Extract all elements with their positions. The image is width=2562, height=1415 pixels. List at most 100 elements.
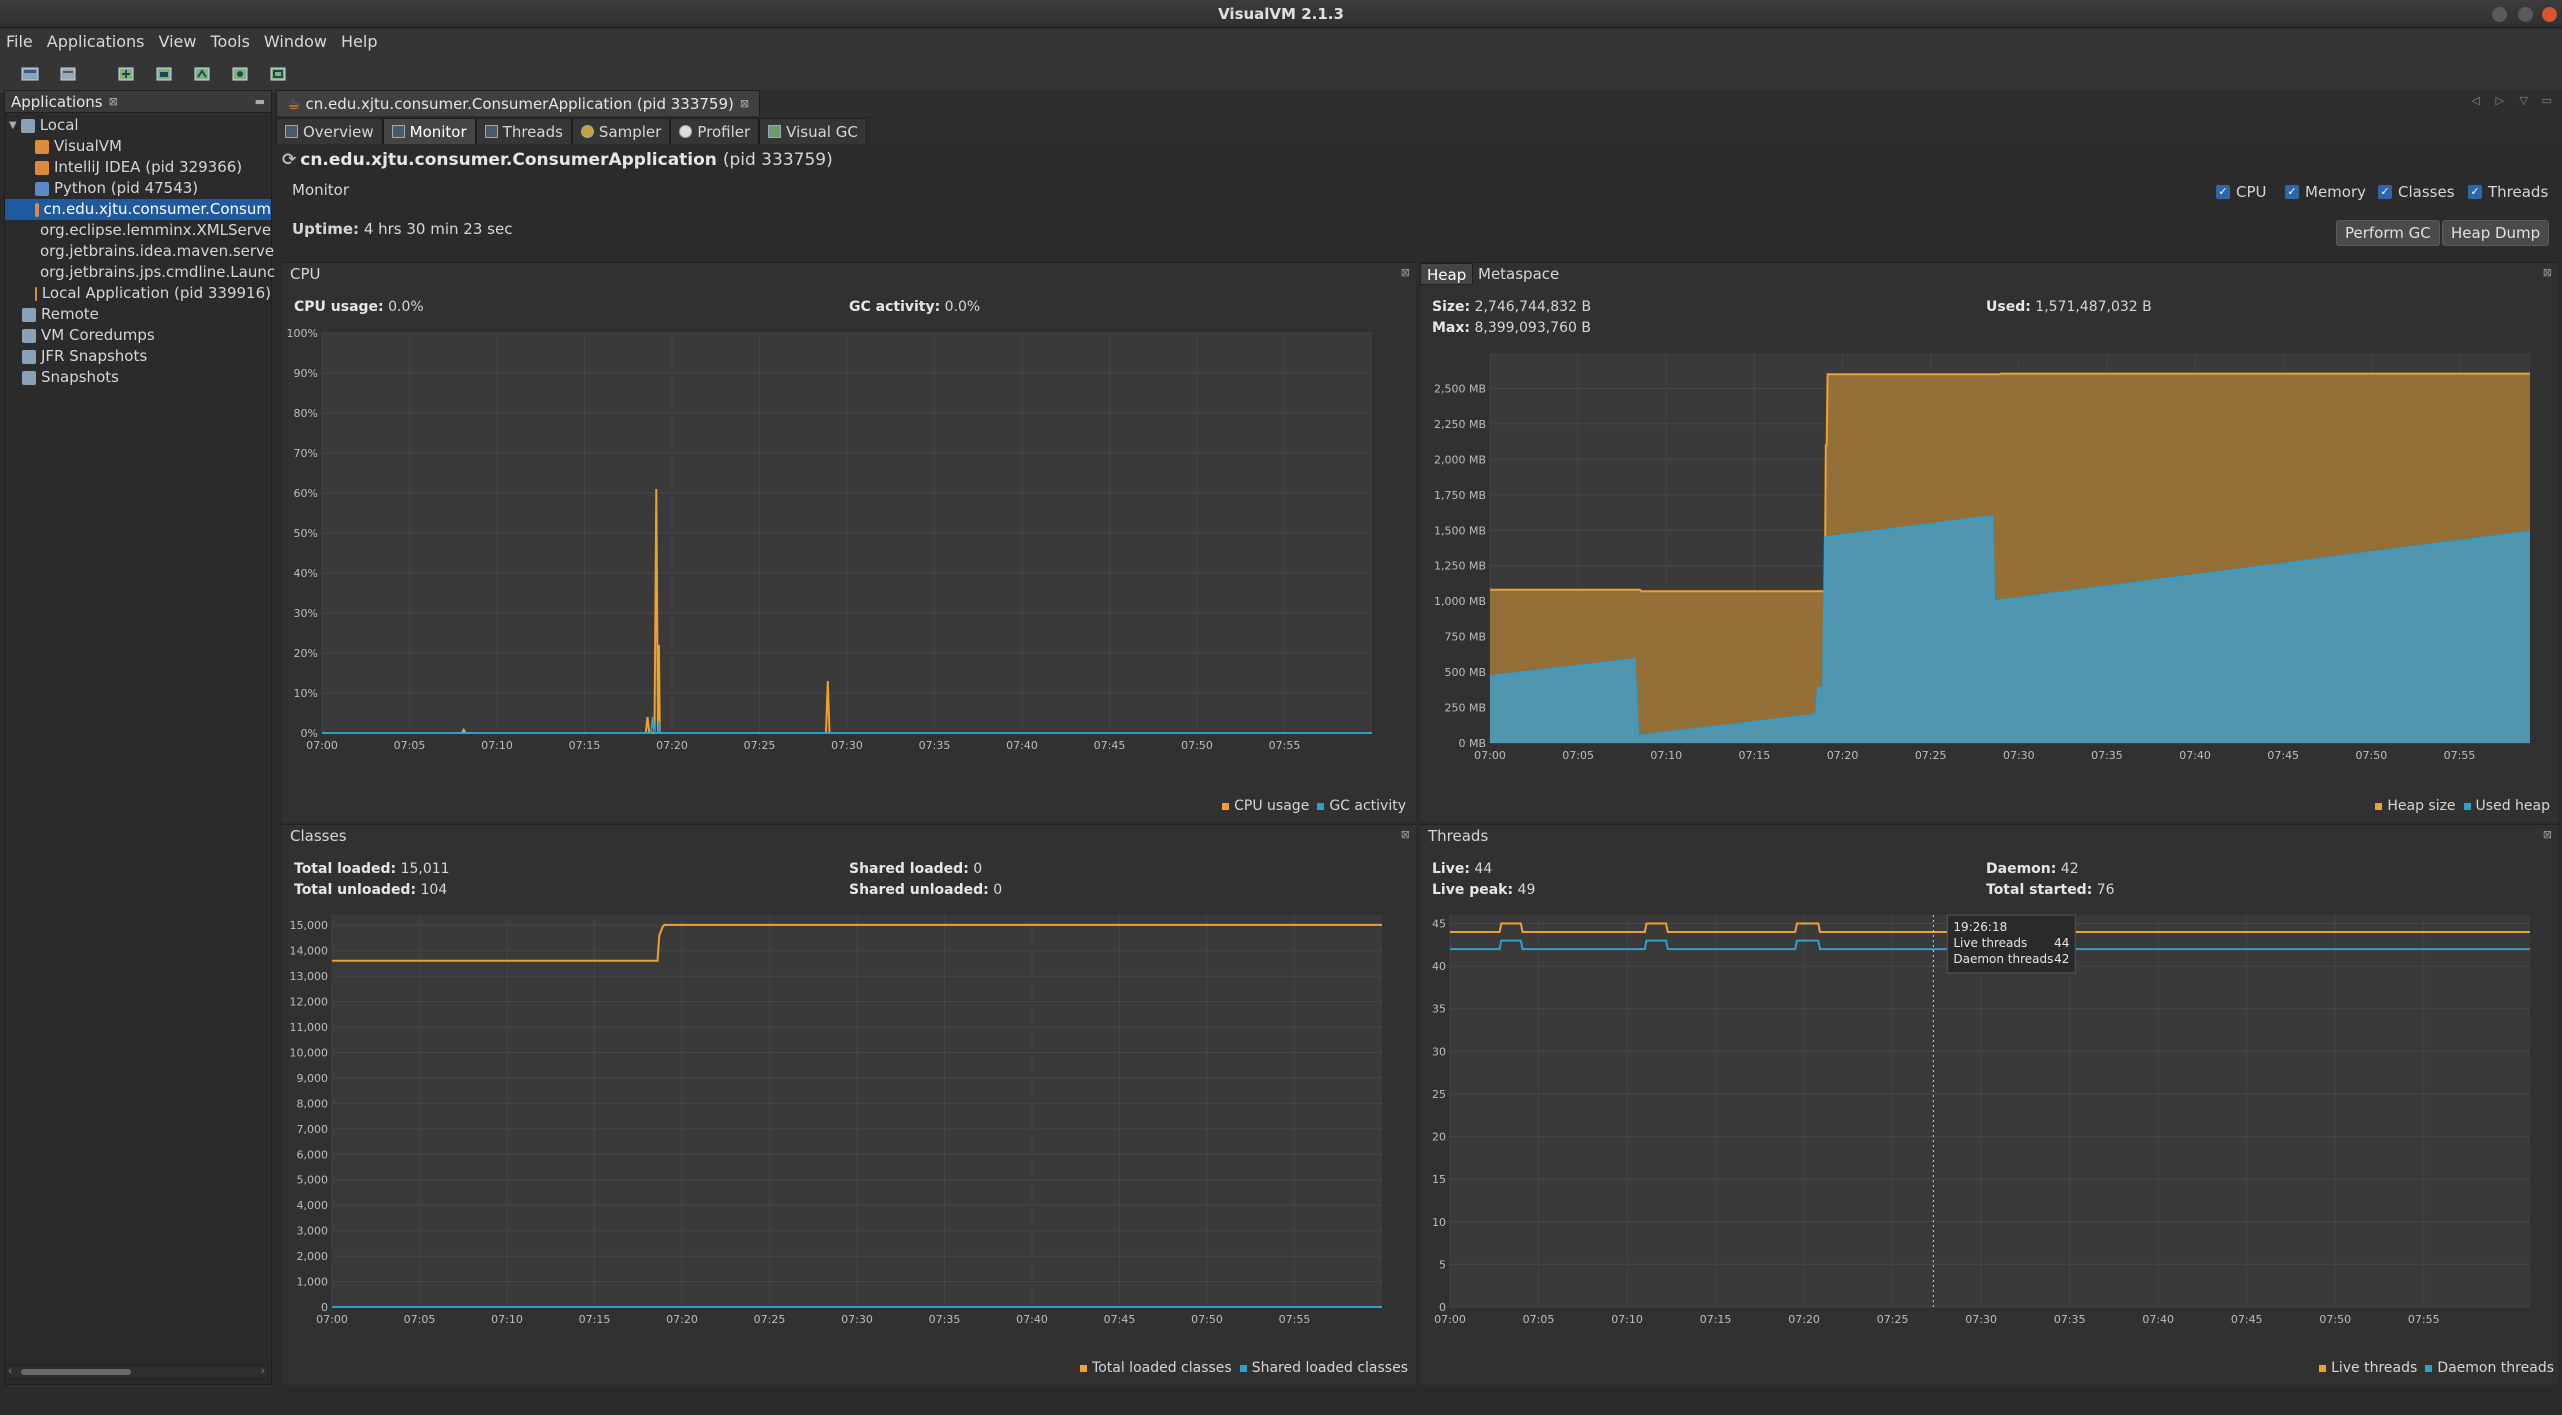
- perform-gc-button[interactable]: Perform GC: [2336, 220, 2440, 246]
- close-panel-icon[interactable]: ⊠: [1400, 828, 1410, 841]
- x-tick-label: 07:20: [1788, 1313, 1820, 1326]
- tooltip-box: [1946, 914, 2076, 974]
- menu-window[interactable]: Window: [263, 31, 327, 51]
- y-tick-label: 1,000 MB: [1434, 595, 1486, 608]
- close-panel-icon[interactable]: ⊠: [2542, 266, 2552, 279]
- series-line: [1490, 372, 2530, 593]
- tree-item[interactable]: cn.edu.xjtu.consumer.Consum: [5, 199, 271, 220]
- tree-item-label: cn.edu.xjtu.consumer.Consum: [43, 200, 272, 218]
- tree-item-label: org.jetbrains.jps.cmdline.Launc: [40, 263, 276, 281]
- thread-dump-icon[interactable]: [114, 63, 138, 85]
- stat-label: CPU usage:: [294, 299, 384, 315]
- tree-item[interactable]: ▼ Local: [5, 115, 271, 136]
- tree-item[interactable]: IntelliJ IDEA (pid 329366): [5, 157, 271, 178]
- tab-profiler[interactable]: Profiler: [670, 118, 760, 144]
- memory-checkbox[interactable]: ✓ Memory: [2285, 183, 2366, 201]
- checkbox-label: Classes: [2398, 183, 2455, 201]
- expand-icon[interactable]: ▼: [9, 120, 17, 131]
- y-tick-label: 3,000: [297, 1225, 329, 1238]
- x-tick-label: 07:15: [1739, 749, 1771, 762]
- stat-value: 0.0%: [944, 299, 981, 315]
- close-icon[interactable]: [2542, 7, 2557, 22]
- tab-overview[interactable]: Overview: [276, 118, 383, 144]
- tree-item[interactable]: org.eclipse.lemminx.XMLServe: [5, 220, 271, 241]
- tab-heap[interactable]: Heap: [1420, 263, 1474, 285]
- y-tick-label: 50%: [294, 527, 318, 540]
- y-tick-label: 13,000: [290, 970, 329, 983]
- menu-tools[interactable]: Tools: [210, 31, 250, 51]
- document-tab[interactable]: ☕ cn.edu.xjtu.consumer.ConsumerApplicati…: [276, 90, 761, 116]
- tooltip-label: Live threads: [1953, 936, 2027, 950]
- scroll-left-icon[interactable]: ‹: [8, 1364, 13, 1377]
- tab-scroll-right-icon[interactable]: ▷: [2495, 94, 2504, 107]
- close-tab-icon[interactable]: ⊠: [108, 95, 118, 108]
- classes-checkbox[interactable]: ✓ Classes: [2378, 183, 2455, 201]
- close-panel-icon[interactable]: ⊠: [1400, 266, 1410, 279]
- heap-dump-icon[interactable]: [152, 63, 176, 85]
- tree-item[interactable]: VM Coredumps: [5, 325, 271, 346]
- heap-dump-button[interactable]: Heap Dump: [2442, 220, 2550, 246]
- threads-checkbox[interactable]: ✓ Threads: [2468, 183, 2548, 201]
- menu-help[interactable]: Help: [341, 31, 378, 51]
- tree-item[interactable]: JFR Snapshots: [5, 346, 271, 367]
- add-jmx-icon[interactable]: [18, 63, 42, 85]
- maximize-tab-icon[interactable]: ▭: [2541, 94, 2552, 107]
- close-tab-icon[interactable]: ⊠: [739, 97, 750, 110]
- stat-label: Daemon:: [1986, 861, 2057, 877]
- menu-view[interactable]: View: [158, 31, 197, 51]
- stat-label: Used:: [1986, 299, 2031, 315]
- tab-visual-gc[interactable]: Visual GC: [759, 118, 867, 144]
- cpu-legend: CPU usage GC activity: [1222, 798, 1406, 814]
- y-tick-label: 10,000: [290, 1046, 329, 1059]
- y-tick-label: 14,000: [290, 945, 329, 958]
- tree-item[interactable]: org.jetbrains.jps.cmdline.Launc: [5, 262, 275, 283]
- tree-item[interactable]: Local Application (pid 339916): [5, 283, 271, 304]
- stat-label: Shared unloaded:: [849, 882, 989, 898]
- legend-swatch: [1239, 1364, 1247, 1372]
- minimize-icon[interactable]: [2492, 7, 2507, 22]
- x-tick-label: 07:15: [569, 739, 601, 752]
- x-tick-label: 07:30: [831, 739, 863, 752]
- checkmark-icon: ✓: [2285, 185, 2299, 199]
- scrollbar-thumb[interactable]: [21, 1369, 131, 1375]
- minimize-panel-icon[interactable]: ▬: [254, 95, 265, 108]
- tree-item-label: IntelliJ IDEA (pid 329366): [54, 158, 243, 176]
- menu-applications[interactable]: Applications: [46, 31, 145, 51]
- y-tick-label: 70%: [294, 447, 318, 460]
- x-tick-label: 07:40: [1016, 1313, 1048, 1326]
- cpu-checkbox[interactable]: ✓ CPU: [2216, 183, 2267, 201]
- tab-monitor[interactable]: Monitor: [382, 118, 476, 144]
- tree-item[interactable]: Python (pid 47543): [5, 178, 271, 199]
- tab-list-icon[interactable]: ▽: [2519, 94, 2528, 107]
- tree-item[interactable]: Remote: [5, 304, 271, 325]
- applications-panel-title: Applications: [11, 92, 103, 111]
- menu-file[interactable]: File: [6, 31, 33, 51]
- maximize-icon[interactable]: [2518, 7, 2533, 22]
- y-tick-label: 2,000: [297, 1250, 329, 1263]
- tree-item[interactable]: VisualVM: [5, 136, 271, 157]
- tab-scroll-left-icon[interactable]: ◁: [2471, 94, 2480, 107]
- stat-value: 15,011: [400, 861, 450, 877]
- add-snapshot-icon[interactable]: [56, 63, 80, 85]
- stat-label: Live:: [1432, 861, 1470, 877]
- snapshot-icon[interactable]: [228, 63, 252, 85]
- y-tick-label: 12,000: [290, 996, 329, 1009]
- stat-value: 104: [420, 882, 448, 898]
- legend-swatch: [1080, 1364, 1088, 1372]
- y-tick-label: 25: [1432, 1088, 1446, 1101]
- horizontal-scrollbar[interactable]: ‹ ›: [6, 1364, 268, 1379]
- tree-item[interactable]: Snapshots: [5, 367, 271, 388]
- total-unloaded-stat: Total unloaded: 104: [294, 882, 447, 898]
- close-panel-icon[interactable]: ⊠: [2542, 828, 2552, 841]
- java-app-icon: [35, 202, 39, 217]
- profile-icon[interactable]: [190, 63, 214, 85]
- x-tick-label: 07:15: [579, 1313, 611, 1326]
- tab-sampler[interactable]: Sampler: [571, 118, 671, 144]
- classes-legend: Total loaded classes Shared loaded class…: [1080, 1360, 1408, 1376]
- load-icon[interactable]: [266, 63, 290, 85]
- tab-threads[interactable]: Threads: [475, 118, 572, 144]
- tree-item[interactable]: org.jetbrains.idea.maven.serve: [5, 241, 274, 262]
- scroll-right-icon[interactable]: ›: [260, 1364, 265, 1377]
- tab-metaspace[interactable]: Metaspace: [1478, 265, 1560, 283]
- folder-icon: [22, 370, 36, 385]
